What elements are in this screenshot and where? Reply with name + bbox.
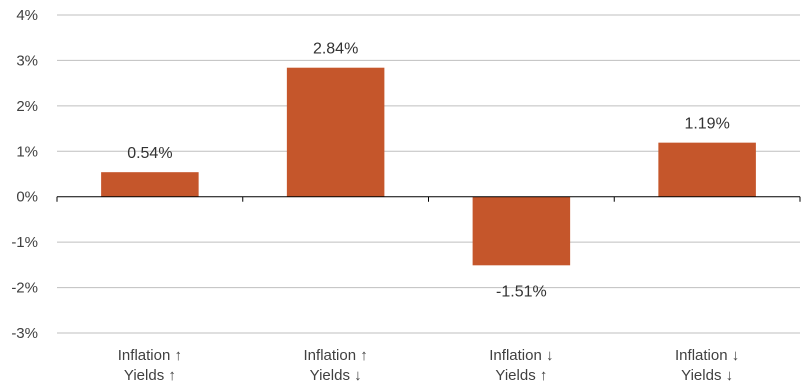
y-tick-label: 0% (16, 189, 38, 206)
bar (101, 172, 199, 197)
data-label: -1.51% (496, 283, 547, 300)
gridlines (57, 14, 800, 334)
data-label: 0.54% (127, 145, 172, 162)
y-tick-label: 4% (16, 7, 38, 24)
data-label: 2.84% (313, 41, 358, 58)
y-tick-label: -2% (11, 280, 38, 297)
x-category-label: Yields ↑ (495, 367, 547, 384)
x-category-label: Yields ↓ (310, 367, 362, 384)
x-category-label: Inflation ↓ (489, 347, 553, 364)
x-category-label: Yields ↓ (681, 367, 733, 384)
x-category-label: Inflation ↑ (118, 347, 182, 364)
x-category-label: Yields ↑ (124, 367, 176, 384)
y-tick-label: -1% (11, 234, 38, 251)
bar (472, 196, 571, 266)
y-axis-tick-labels: 4% 3% 2% 1% 0% -1% -2% -3% (11, 7, 38, 342)
y-tick-label: 3% (16, 52, 38, 69)
x-axis-category-labels: Inflation ↑ Yields ↑ Inflation ↑ Yields ↓ In… (118, 347, 739, 384)
bar (658, 142, 756, 197)
x-category-label: Inflation ↓ (675, 347, 739, 364)
bars (101, 67, 756, 266)
y-tick-label: 2% (16, 98, 38, 115)
x-category-label: Inflation ↑ (304, 347, 368, 364)
y-tick-label: -3% (11, 325, 38, 342)
zero-axis (56, 196, 801, 202)
data-label: 1.19% (684, 116, 729, 133)
data-labels: 0.54% 2.84% -1.51% 1.19% (127, 41, 730, 301)
y-tick-label: 1% (16, 143, 38, 160)
bar (286, 67, 385, 197)
